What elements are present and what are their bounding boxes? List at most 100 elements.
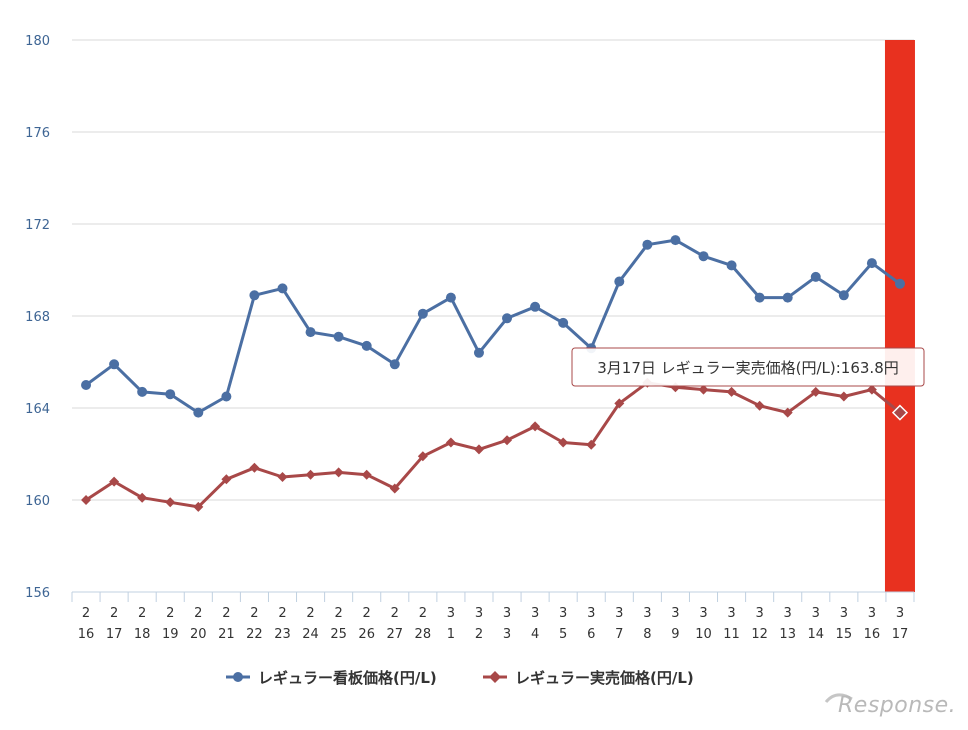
series-0-point [361, 340, 372, 351]
series-0-point [277, 283, 288, 294]
x-tick-day: 12 [751, 627, 768, 642]
legend-label-signboard: レギュラー看板価格(円/L) [258, 669, 437, 687]
y-tick-label-180: 180 [25, 34, 50, 49]
series-0-point [894, 278, 905, 289]
x-tick-month: 3 [559, 606, 567, 621]
x-tick-month: 3 [615, 606, 623, 621]
x-tick-day: 24 [302, 627, 319, 642]
legend[interactable]: レギュラー看板価格(円/L) レギュラー実売価格(円/L) [226, 669, 694, 687]
y-tick-label-156: 156 [25, 586, 50, 601]
series-1-point [473, 444, 484, 455]
series-0-point [530, 301, 541, 312]
series-0-point [109, 359, 120, 370]
x-tick-month: 2 [363, 606, 371, 621]
x-tick-month: 2 [391, 606, 399, 621]
x-tick-month: 3 [643, 606, 651, 621]
series-0-point [81, 380, 92, 390]
series-1-point [109, 476, 120, 487]
series-0-point [221, 391, 232, 402]
series-0-point [193, 407, 204, 418]
x-tick-day: 17 [892, 627, 909, 642]
x-tick-day: 13 [779, 627, 796, 642]
series-1-point [137, 492, 148, 503]
series-0-point [137, 386, 148, 397]
highlight-layer [884, 40, 915, 592]
y-tick-label-160: 160 [25, 494, 50, 509]
x-tick-month: 3 [896, 606, 904, 621]
series-1-point [193, 501, 204, 512]
x-tick-day: 28 [415, 627, 432, 642]
x-tick-month: 2 [194, 606, 202, 621]
legend-item-actual-price[interactable]: レギュラー実売価格(円/L) [483, 669, 694, 687]
series-0-point [810, 271, 821, 282]
series-1-point [417, 451, 428, 462]
series-1-point [361, 469, 372, 480]
series-0-point [305, 327, 316, 338]
x-tick-day: 11 [723, 627, 740, 642]
x-tick-month: 3 [868, 606, 876, 621]
x-tick-day: 17 [106, 627, 123, 642]
series-1-point [782, 407, 793, 418]
series-1-point [866, 384, 877, 395]
x-tick-day: 14 [807, 627, 824, 642]
x-tick-month: 3 [699, 606, 707, 621]
x-tick-month: 3 [755, 606, 763, 621]
watermark-logo: Response. [824, 693, 956, 718]
x-tick-day: 19 [162, 627, 179, 642]
x-tick-day: 25 [330, 627, 347, 642]
series-0-point [670, 235, 681, 246]
series-0-point [445, 292, 456, 303]
tooltip-text: 3月17日 レギュラー実売価格(円/L):163.8円 [597, 359, 899, 377]
x-tick-day: 3 [503, 627, 511, 642]
series-0-point [782, 292, 793, 303]
series-0-point [165, 389, 176, 400]
y-tick-label-168: 168 [25, 310, 50, 325]
tooltip-box [571, 347, 925, 387]
series-0-point [502, 313, 513, 324]
series-1-point [333, 467, 344, 478]
series-1-point [614, 398, 625, 409]
series-line-1 [85, 381, 901, 509]
x-tick-month: 3 [671, 606, 679, 621]
legend-marker-diamond-icon [489, 671, 501, 683]
series-1-point [221, 474, 232, 485]
series-0-point [642, 239, 653, 250]
y-tick-label-172: 172 [25, 218, 50, 233]
x-tick-month: 3 [840, 606, 848, 621]
x-tick-month: 3 [503, 606, 511, 621]
series-1-point [586, 439, 597, 450]
series-1-point [698, 384, 709, 395]
x-tick-day: 16 [864, 627, 881, 642]
x-tick-day: 9 [671, 627, 679, 642]
axis-layer: 1561601641681721761802162172182192202212… [25, 34, 915, 642]
watermark-text: Response. [838, 693, 956, 718]
series-1-point [305, 469, 316, 480]
series-1-point [445, 437, 456, 448]
series-1-point [838, 391, 849, 402]
series-1-point [810, 386, 821, 397]
series-0-point [333, 331, 344, 342]
series-1-point [558, 437, 569, 448]
highlight-band [884, 40, 915, 592]
series-1-point [81, 495, 92, 505]
x-tick-month: 3 [812, 606, 820, 621]
x-tick-month: 3 [475, 606, 483, 621]
legend-item-signboard-price[interactable]: レギュラー看板価格(円/L) [226, 669, 437, 687]
x-tick-month: 2 [306, 606, 314, 621]
grid-layer [72, 39, 914, 501]
series-0-point [249, 290, 260, 301]
x-tick-month: 3 [784, 606, 792, 621]
series-0-point [866, 258, 877, 269]
series-0-point [726, 260, 737, 271]
x-tick-day: 15 [836, 627, 853, 642]
legend-marker-circle-icon [233, 672, 243, 682]
series-1-point [530, 421, 541, 432]
series-line-0 [85, 238, 901, 415]
series-1-active-point [891, 404, 909, 421]
x-tick-day: 23 [274, 627, 291, 642]
x-tick-day: 27 [386, 627, 403, 642]
x-tick-month: 2 [222, 606, 230, 621]
series-1-point [726, 386, 737, 397]
x-tick-month: 2 [419, 606, 427, 621]
